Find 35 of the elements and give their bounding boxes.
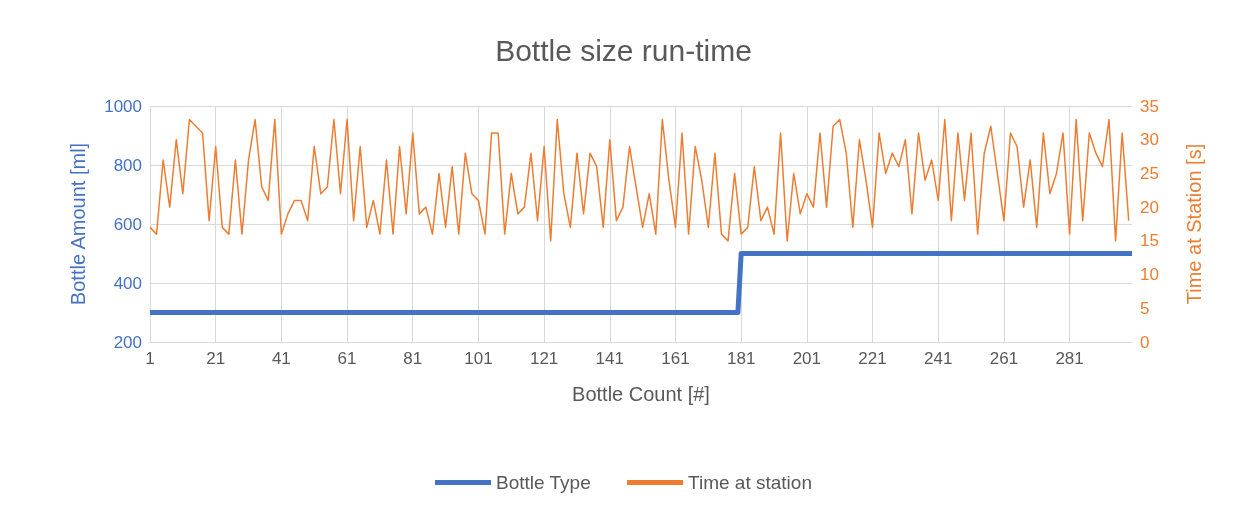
y-tick-label: 1000 <box>104 96 142 116</box>
x-tick-label: 21 <box>206 349 226 368</box>
legend-label: Time at station <box>688 472 812 493</box>
x-tick-label: 241 <box>924 349 953 368</box>
x-tick-label: 261 <box>989 349 1019 368</box>
y2-tick-label: 25 <box>1140 163 1159 183</box>
x-tick-label: 1 <box>145 349 155 368</box>
y2-tick-label: 35 <box>1140 96 1159 116</box>
y2-axis-title: Time at Station [s] <box>1183 143 1205 305</box>
line-series <box>149 118 1130 242</box>
y2-tick-label: 0 <box>1140 332 1150 352</box>
x-tick-label: 141 <box>595 349 624 368</box>
x-tick-label: 41 <box>271 349 291 368</box>
y2-tick-label: 30 <box>1140 130 1159 150</box>
x-tick-label: 161 <box>661 349 690 368</box>
x-tick-label: 121 <box>529 349 559 368</box>
x-axis-title: Bottle Count [#] <box>572 383 710 405</box>
x-tick-label: 81 <box>403 349 423 368</box>
x-tick-label: 101 <box>464 349 493 368</box>
y-tick-label: 600 <box>113 214 142 234</box>
y-tick-label: 200 <box>113 332 142 352</box>
x-tick-label: 181 <box>726 349 756 368</box>
x-tick-label: 221 <box>858 349 887 368</box>
x-tick-label: 61 <box>337 349 357 368</box>
y-tick-label: 400 <box>113 273 142 293</box>
y2-tick-label: 10 <box>1140 265 1159 285</box>
legend-label: Bottle Type <box>496 472 591 493</box>
y-axis-title: Bottle Amount [ml] <box>67 142 89 306</box>
y2-tick-label: 20 <box>1140 197 1159 217</box>
y2-tick-label: 15 <box>1140 231 1159 251</box>
x-tick-label: 281 <box>1055 349 1084 368</box>
x-tick-label: 201 <box>792 349 822 368</box>
chart-title: Bottle size run-time <box>495 33 752 67</box>
y-tick-label: 800 <box>113 155 142 175</box>
y2-tick-label: 5 <box>1140 298 1150 318</box>
